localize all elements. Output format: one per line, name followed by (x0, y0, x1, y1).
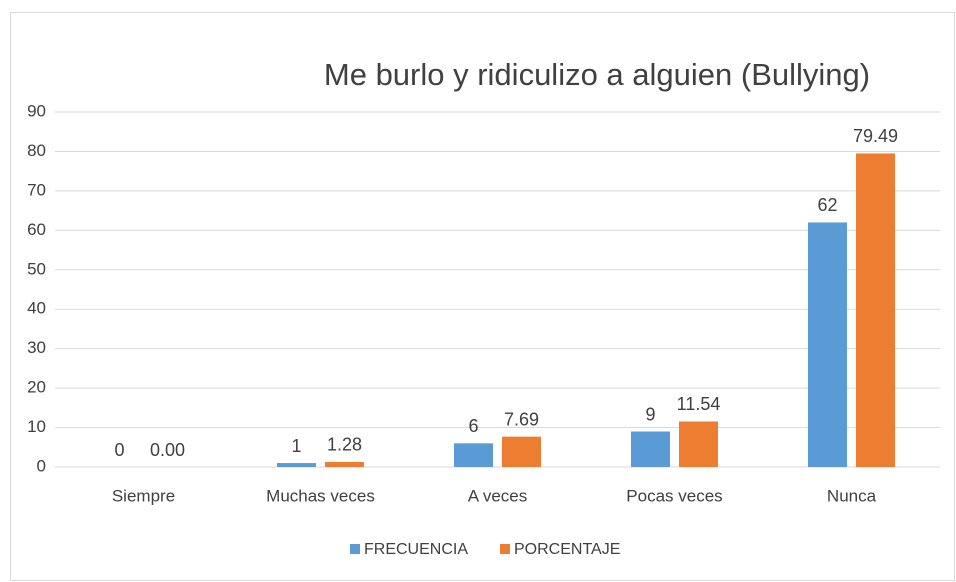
y-tick-label: 50 (27, 259, 46, 278)
bar (454, 443, 493, 467)
legend-label: PORCENTAJE (514, 541, 620, 558)
bar (808, 222, 847, 467)
x-tick-label: Nunca (827, 486, 877, 505)
data-label: 11.54 (677, 394, 721, 414)
y-tick-label: 20 (27, 378, 46, 397)
y-tick-label: 70 (27, 180, 46, 199)
y-tick-label: 90 (27, 101, 46, 120)
legend-label: FRECUENCIA (364, 541, 468, 558)
x-tick-label: Pocas veces (626, 486, 722, 505)
x-tick-label: Muchas veces (266, 486, 375, 505)
data-label: 6 (468, 416, 478, 436)
y-tick-label: 10 (27, 417, 46, 436)
data-label: 0 (114, 440, 124, 460)
data-label: 7.69 (504, 409, 539, 429)
y-tick-label: 30 (27, 338, 46, 357)
bar (856, 153, 895, 467)
x-tick-label: A veces (468, 486, 528, 505)
data-label: 9 (645, 404, 655, 424)
x-tick-label: Siempre (112, 486, 175, 505)
bar (325, 461, 364, 467)
bar (502, 436, 541, 467)
bar (631, 431, 670, 467)
data-label: 1 (291, 436, 301, 456)
chart-title: Me burlo y ridiculizo a alguien (Bullyin… (324, 57, 870, 92)
y-tick-label: 0 (37, 456, 46, 475)
y-tick-label: 60 (27, 220, 46, 239)
y-tick-label: 80 (27, 141, 46, 160)
bar (679, 421, 718, 467)
data-label: 62 (817, 195, 837, 215)
chart-border (10, 12, 955, 581)
data-label: 79.49 (853, 126, 898, 146)
bar (277, 463, 316, 467)
data-label: 0.00 (150, 440, 185, 460)
data-label: 1.28 (327, 435, 362, 455)
legend-swatch (350, 544, 360, 554)
y-tick-label: 40 (27, 299, 46, 318)
legend-swatch (500, 544, 510, 554)
